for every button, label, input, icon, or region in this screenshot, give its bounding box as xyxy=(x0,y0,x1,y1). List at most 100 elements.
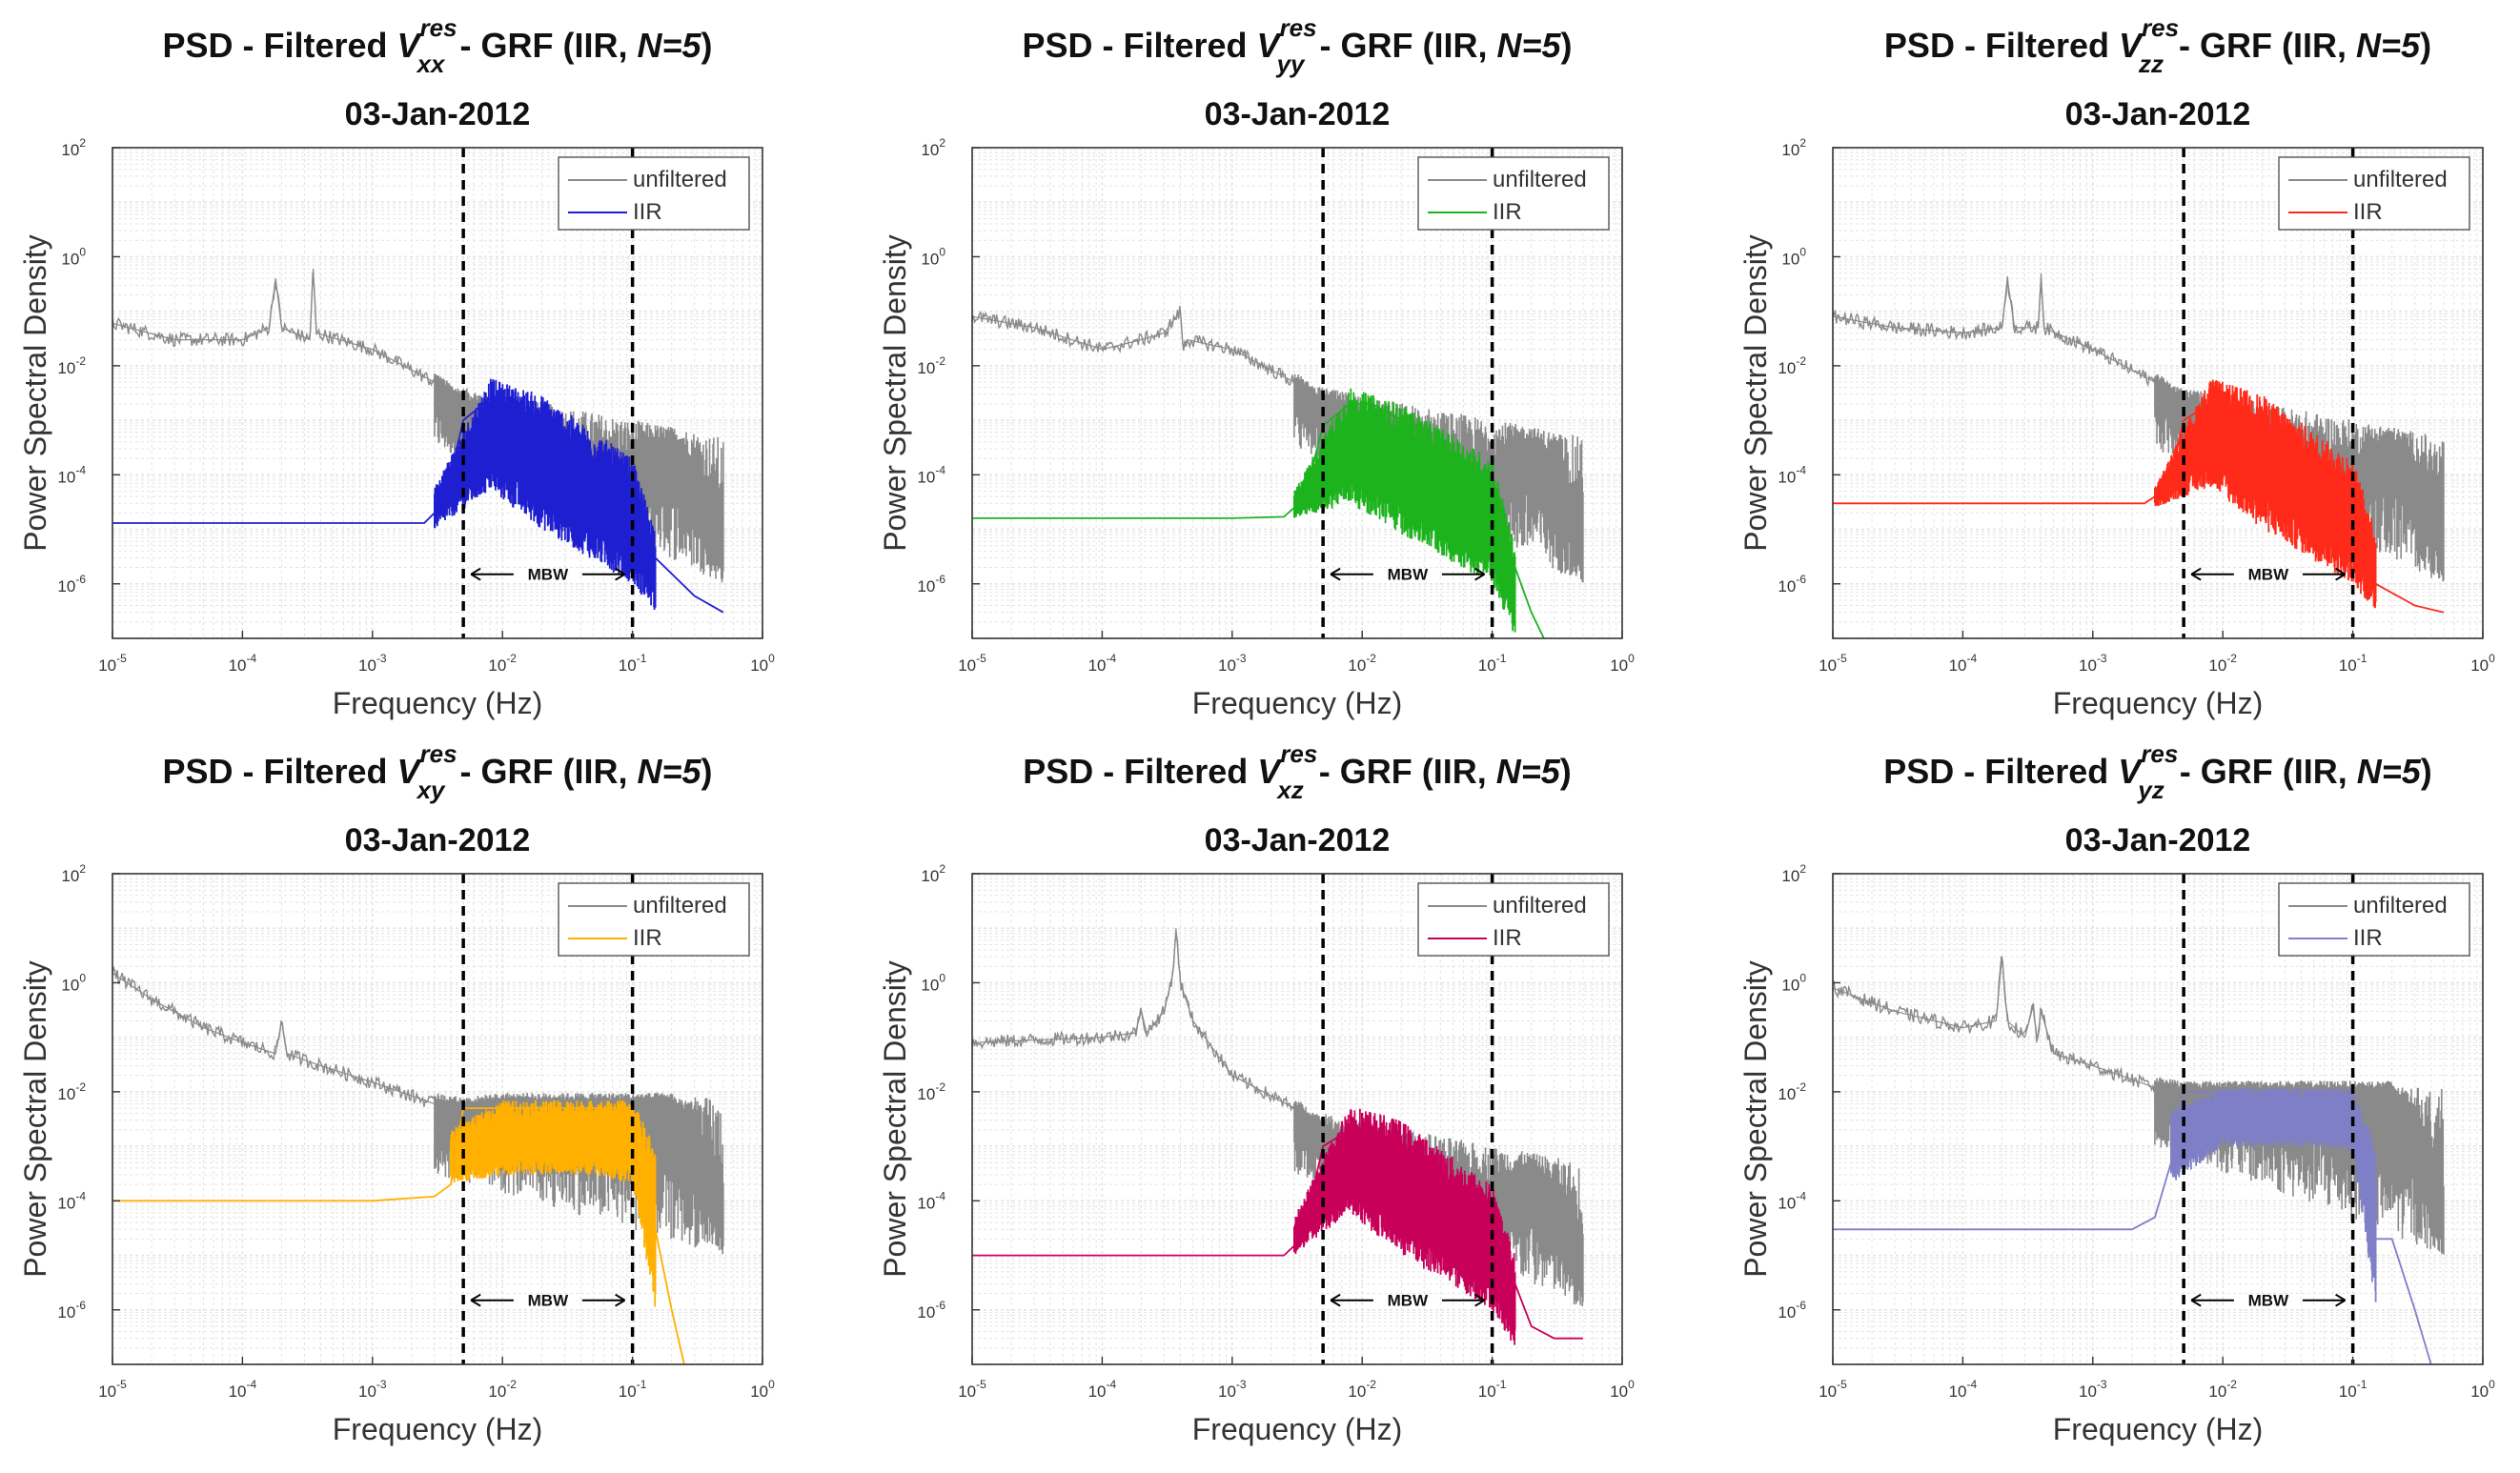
mbw-arrowhead-left xyxy=(470,567,481,581)
y-tick-exp: 0 xyxy=(79,245,86,258)
x-tick-label: 10-2 xyxy=(488,1378,517,1401)
y-tick-base: 10 xyxy=(917,1085,935,1103)
iir-noise-band xyxy=(2170,1087,2377,1302)
y-tick-label: 100 xyxy=(1781,245,1806,268)
y-tick-exp: 0 xyxy=(939,245,945,258)
y-tick-base: 10 xyxy=(917,359,935,377)
legend-label-unfiltered: unfiltered xyxy=(633,167,727,192)
x-tick-exp: -4 xyxy=(1107,1378,1117,1391)
x-tick-label: 10-3 xyxy=(358,652,387,675)
title-order: N=5 xyxy=(2356,26,2421,65)
y-tick-label: 10-4 xyxy=(917,463,945,486)
y-axis-label: Power Spectral Density xyxy=(1738,234,1773,552)
x-tick-base: 10 xyxy=(2079,656,2097,675)
y-tick-label: 10-2 xyxy=(57,354,86,377)
y-tick-label: 10-2 xyxy=(917,1080,945,1103)
y-tick-exp: -4 xyxy=(75,1189,86,1202)
y-tick-exp: 2 xyxy=(1799,862,1806,876)
chart-title: PSD - Filtered Vres xz - GRF (IIR, N=5) xyxy=(1023,739,1572,804)
y-tick-label: 10-6 xyxy=(1778,1299,1806,1322)
x-tick-label: 10-3 xyxy=(358,1378,387,1401)
chart-date: 03-Jan-2012 xyxy=(2065,822,2251,858)
x-tick-exp: 0 xyxy=(2489,1378,2495,1391)
title-prefix: PSD - Filtered xyxy=(162,752,396,791)
y-tick-exp: 2 xyxy=(79,136,86,150)
iir-trace xyxy=(972,1129,1583,1340)
title-prefix: PSD - Filtered xyxy=(1023,752,1257,791)
y-tick-label: 100 xyxy=(921,245,945,268)
y-tick-base: 10 xyxy=(921,250,939,268)
iir-trace xyxy=(112,1107,685,1365)
unfiltered-peaks xyxy=(1832,957,2445,1230)
y-tick-exp: -6 xyxy=(75,1299,86,1312)
y-tick-label: 100 xyxy=(921,971,945,994)
y-tick-label: 10-2 xyxy=(917,354,945,377)
x-tick-base: 10 xyxy=(2339,656,2357,675)
y-tick-base: 10 xyxy=(1778,1085,1796,1103)
y-tick-exp: -6 xyxy=(1796,1299,1806,1312)
x-tick-exp: -1 xyxy=(1496,1378,1507,1391)
x-tick-base: 10 xyxy=(2208,656,2226,675)
x-axis-label: Frequency (Hz) xyxy=(333,686,543,720)
title-prefix: PSD - Filtered xyxy=(1883,752,2118,791)
x-tick-base: 10 xyxy=(619,1382,637,1401)
title-prefix: PSD - Filtered xyxy=(1884,26,2119,65)
y-tick-label: 10-2 xyxy=(57,1080,86,1103)
x-tick-base: 10 xyxy=(1088,656,1107,675)
iir-band xyxy=(450,1100,657,1307)
x-tick-exp: -4 xyxy=(1107,652,1117,665)
title-close: ) xyxy=(2421,752,2432,791)
x-tick-label: 10-1 xyxy=(2339,1378,2368,1401)
legend: unfiltered IIR xyxy=(558,882,750,957)
y-tick-label: 102 xyxy=(61,862,86,885)
y-tick-exp: 2 xyxy=(939,862,945,876)
y-tick-label: 10-4 xyxy=(1778,1189,1806,1212)
x-tick-exp: -4 xyxy=(247,652,257,665)
x-tick-label: 10-3 xyxy=(2079,1378,2107,1401)
x-tick-label: 10-2 xyxy=(2208,1378,2237,1401)
legend-label-iir: IIR xyxy=(1493,925,1522,951)
x-tick-exp: -3 xyxy=(1236,652,1247,665)
y-tick-label: 10-6 xyxy=(917,573,945,595)
y-tick-base: 10 xyxy=(57,1303,75,1322)
x-tick-label: 10-4 xyxy=(229,1378,257,1401)
title-superscript: res xyxy=(420,13,457,42)
y-tick-exp: -2 xyxy=(935,354,945,368)
title-suffix: - GRF (IIR, xyxy=(1311,26,1497,65)
title-order: N=5 xyxy=(2357,752,2422,791)
y-tick-exp: -4 xyxy=(935,463,945,476)
iir-band xyxy=(2170,1087,2377,1302)
x-tick-exp: 0 xyxy=(768,652,775,665)
legend: unfiltered IIR xyxy=(2278,882,2470,957)
x-tick-exp: -5 xyxy=(116,1378,127,1391)
x-tick-exp: -5 xyxy=(116,652,127,665)
y-tick-base: 10 xyxy=(61,141,79,159)
x-axis-label: Frequency (Hz) xyxy=(2053,1412,2264,1446)
chart-title: PSD - Filtered Vres zz - GRF (IIR, N=5) xyxy=(1884,13,2431,78)
x-tick-label: 10-5 xyxy=(98,1378,127,1401)
unfiltered-peaks xyxy=(971,928,1584,1284)
legend-box xyxy=(1417,882,1610,957)
y-tick-exp: -6 xyxy=(75,573,86,586)
y-tick-label: 10-4 xyxy=(1778,463,1806,486)
y-tick-base: 10 xyxy=(917,468,935,486)
x-tick-base: 10 xyxy=(2470,656,2489,675)
title-subscript: xy xyxy=(416,776,446,804)
mbw-arrowhead-right xyxy=(615,567,626,581)
y-tick-label: 100 xyxy=(1781,971,1806,994)
y-tick-exp: -6 xyxy=(935,573,945,586)
y-tick-exp: -4 xyxy=(1796,463,1806,476)
title-close: ) xyxy=(701,26,713,65)
y-tick-base: 10 xyxy=(57,468,75,486)
x-tick-base: 10 xyxy=(1088,1382,1107,1401)
x-tick-base: 10 xyxy=(619,656,637,675)
y-tick-exp: -6 xyxy=(935,1299,945,1312)
x-tick-label: 100 xyxy=(750,652,775,675)
title-close: ) xyxy=(1560,752,1572,791)
x-tick-exp: -1 xyxy=(2357,652,2368,665)
y-tick-base: 10 xyxy=(1778,1194,1796,1212)
x-tick-base: 10 xyxy=(98,1382,116,1401)
